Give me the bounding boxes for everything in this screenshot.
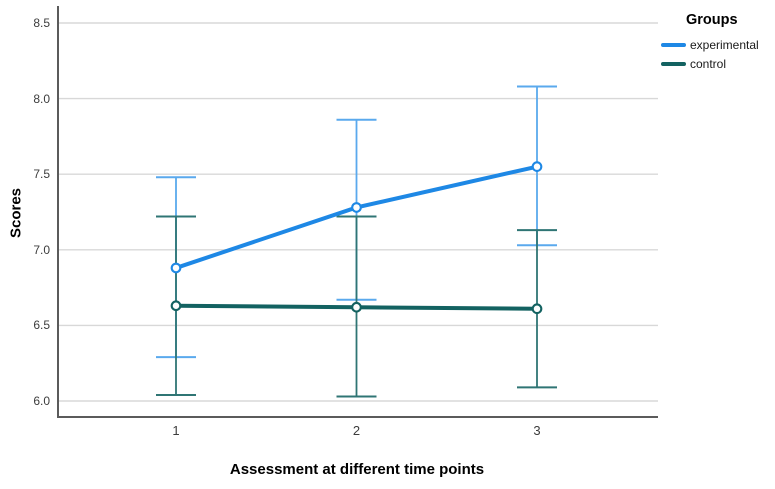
y-tick-label: 7.5 — [33, 167, 50, 182]
legend-swatch-icon — [661, 62, 686, 66]
y-tick-label: 6.5 — [33, 318, 50, 333]
legend-title: Groups — [686, 12, 738, 28]
legend-item-experimental: experimental — [661, 38, 759, 52]
y-tick-label: 8.5 — [33, 16, 50, 30]
x-tick-label: 1 — [172, 423, 180, 438]
y-axis-title: Scores — [7, 187, 25, 239]
x-tick-label: 3 — [533, 423, 541, 438]
y-tick-label: 8.0 — [33, 91, 50, 106]
plot-svg — [59, 22, 658, 402]
markers-experimental — [170, 161, 543, 274]
legend-items: experimental control — [661, 38, 759, 76]
plot-area — [57, 6, 658, 418]
x-axis-title: Assessment at different time points — [229, 461, 485, 478]
legend-label: experimental — [690, 38, 759, 52]
legend-item-control: control — [661, 57, 759, 71]
legend-label: control — [690, 57, 727, 71]
x-tick-label: 2 — [352, 423, 361, 438]
markers-control — [170, 300, 543, 315]
y-tick-label: 6.0 — [33, 394, 50, 408]
legend-swatch-icon — [661, 43, 686, 47]
gridlines — [59, 22, 658, 402]
y-tick-label: 7.0 — [33, 242, 50, 257]
